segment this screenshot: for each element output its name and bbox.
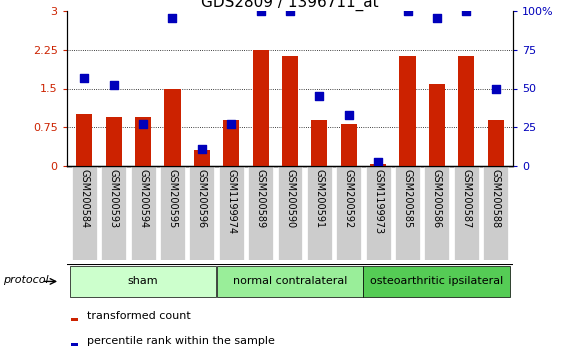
- Text: GSM200593: GSM200593: [108, 169, 119, 228]
- Bar: [454, 166, 478, 260]
- Point: [79, 75, 89, 80]
- Point: [256, 8, 265, 13]
- Point: [315, 93, 324, 99]
- Bar: [71, 343, 78, 346]
- Point: [403, 8, 412, 13]
- Bar: [70, 266, 216, 297]
- Bar: [311, 120, 328, 166]
- Text: GSM200594: GSM200594: [138, 169, 148, 228]
- Point: [374, 159, 383, 165]
- Bar: [340, 124, 357, 166]
- Bar: [135, 117, 151, 166]
- Bar: [488, 120, 504, 166]
- Text: percentile rank within the sample: percentile rank within the sample: [87, 336, 275, 346]
- Bar: [277, 166, 303, 260]
- Point: [462, 8, 471, 13]
- Text: GSM200585: GSM200585: [403, 169, 412, 228]
- Bar: [400, 56, 416, 166]
- Point: [109, 82, 118, 88]
- Text: normal contralateral: normal contralateral: [233, 276, 347, 286]
- Text: GSM1199974: GSM1199974: [226, 169, 236, 234]
- Text: sham: sham: [128, 276, 158, 286]
- Text: GSM200588: GSM200588: [491, 169, 501, 228]
- Bar: [307, 166, 332, 260]
- Text: GSM200589: GSM200589: [256, 169, 266, 228]
- Bar: [76, 114, 92, 166]
- Bar: [106, 117, 122, 166]
- Point: [285, 8, 295, 13]
- Bar: [282, 56, 298, 166]
- Title: GDS2809 / 1396711_at: GDS2809 / 1396711_at: [201, 0, 379, 11]
- Text: osteoarthritic ipsilateral: osteoarthritic ipsilateral: [370, 276, 503, 286]
- Bar: [194, 150, 210, 166]
- Bar: [72, 166, 97, 260]
- Bar: [395, 166, 420, 260]
- Bar: [71, 318, 78, 321]
- Bar: [130, 166, 155, 260]
- Text: GSM200596: GSM200596: [197, 169, 207, 228]
- Point: [491, 86, 501, 91]
- Bar: [252, 50, 269, 166]
- Bar: [429, 84, 445, 166]
- Text: GSM1199973: GSM1199973: [373, 169, 383, 234]
- Bar: [483, 166, 508, 260]
- Bar: [164, 88, 180, 166]
- Text: GSM200584: GSM200584: [79, 169, 89, 228]
- Point: [227, 121, 236, 127]
- Bar: [102, 166, 126, 260]
- Point: [139, 121, 148, 127]
- Bar: [216, 266, 363, 297]
- Bar: [425, 166, 450, 260]
- Bar: [248, 166, 273, 260]
- Bar: [365, 166, 391, 260]
- Bar: [336, 166, 361, 260]
- Text: GSM200595: GSM200595: [168, 169, 177, 228]
- Point: [432, 16, 441, 21]
- Bar: [364, 266, 510, 297]
- Text: GSM200590: GSM200590: [285, 169, 295, 228]
- Text: transformed count: transformed count: [87, 311, 191, 321]
- Text: GSM200591: GSM200591: [314, 169, 324, 228]
- Bar: [160, 166, 185, 260]
- Text: GSM200586: GSM200586: [432, 169, 442, 228]
- Bar: [370, 164, 386, 166]
- Text: GSM200587: GSM200587: [461, 169, 472, 228]
- Point: [344, 112, 353, 118]
- Text: protocol: protocol: [3, 275, 49, 285]
- Bar: [219, 166, 244, 260]
- Point: [197, 147, 206, 152]
- Text: GSM200592: GSM200592: [344, 169, 354, 228]
- Point: [168, 16, 177, 21]
- Bar: [189, 166, 215, 260]
- Bar: [223, 120, 240, 166]
- Bar: [458, 56, 474, 166]
